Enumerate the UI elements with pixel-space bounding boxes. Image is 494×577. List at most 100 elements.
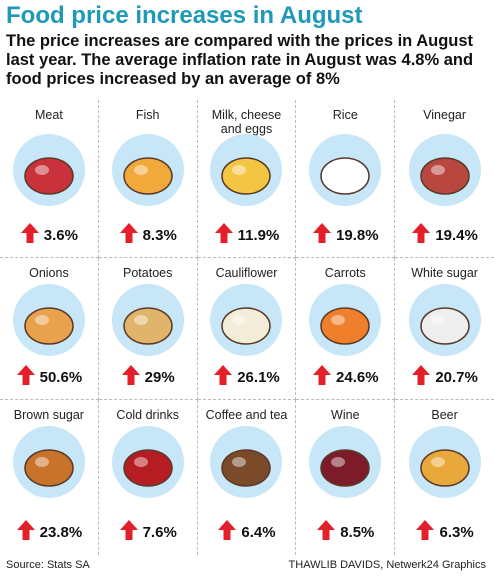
item-label: Cauliflower (215, 266, 278, 280)
item-cell: Carrots 24.6% (296, 258, 396, 400)
icon-food (320, 307, 371, 345)
item-icon (210, 284, 283, 356)
item-icon (408, 134, 481, 206)
up-arrow (313, 365, 332, 385)
icon-highlight (34, 315, 49, 325)
item-icon (309, 426, 382, 498)
item-cell: Wine 8.5% (296, 400, 396, 555)
item-label: Coffee and tea (205, 408, 288, 422)
icon-food (419, 307, 470, 345)
icon-highlight (34, 457, 49, 467)
item-icon (12, 426, 85, 498)
item-change: 3.6% (0, 222, 98, 244)
item-change: 6.4% (198, 519, 296, 541)
icon-food (221, 449, 272, 487)
item-cell: Meat 3.6% (0, 100, 99, 258)
icon-highlight (430, 315, 445, 325)
item-cell: Potatoes 29% (98, 258, 198, 400)
credit: THAWLIB DAVIDS, Netwerk24 Graphics (288, 559, 486, 571)
item-icon (309, 134, 382, 206)
item-label: Beer (431, 408, 458, 422)
icon-food (24, 157, 74, 195)
change-value: 26.1% (237, 369, 280, 386)
up-arrow (412, 223, 431, 243)
icon-highlight (34, 165, 49, 175)
item-icon (210, 134, 283, 206)
change-value: 7.6% (142, 524, 177, 541)
item-label: Cold drinks (116, 408, 179, 422)
icon-food (122, 307, 173, 345)
item-label: White sugar (411, 266, 478, 280)
item-icon (408, 284, 481, 356)
item-cell: White sugar 20.7% (395, 258, 494, 400)
item-cell: Beer 6.3% (395, 400, 494, 555)
icon-highlight (331, 457, 346, 467)
change-value: 20.7% (435, 369, 478, 386)
icon-food (419, 449, 470, 487)
item-change: 6.3% (395, 519, 494, 541)
up-arrow (121, 365, 140, 385)
change-value: 8.3% (142, 227, 177, 244)
icon-highlight (133, 457, 148, 467)
item-cell: Cold drinks 7.6% (99, 400, 198, 555)
change-value: 29% (144, 369, 175, 386)
item-cell: Vinegar 19.4% (395, 100, 494, 258)
icon-highlight (133, 165, 148, 175)
icon-food (221, 307, 272, 345)
icon-highlight (232, 315, 247, 325)
item-label: Rice (332, 108, 358, 122)
icon-highlight (331, 315, 346, 325)
subtitle: The price increases are compared with th… (6, 32, 474, 88)
icon-highlight (232, 457, 247, 467)
item-change: 7.6% (99, 519, 197, 541)
icon-food (320, 449, 371, 487)
up-arrow (119, 520, 138, 540)
item-label: Potatoes (123, 266, 173, 280)
item-label: Wine (331, 408, 360, 422)
icon-food (320, 157, 371, 195)
item-change: 8.3% (99, 222, 197, 244)
up-arrow (214, 365, 233, 385)
up-arrow (119, 223, 138, 243)
item-change: 29% (99, 364, 197, 386)
change-value: 19.4% (435, 227, 478, 244)
up-arrow (16, 365, 35, 385)
icon-food (122, 449, 173, 487)
icon-highlight (331, 165, 346, 175)
up-arrow (214, 223, 233, 243)
item-change: 19.4% (395, 222, 494, 244)
up-arrow (20, 223, 39, 243)
item-cell: Onions 50.6% (0, 258, 99, 400)
item-change: 50.6% (0, 364, 98, 386)
icon-food (24, 307, 74, 345)
item-change: 20.7% (395, 364, 494, 386)
item-label: Milk, cheese and eggs (211, 108, 282, 136)
item-icon (309, 284, 382, 356)
item-icon (12, 134, 85, 206)
item-label: Fish (135, 108, 160, 122)
item-label: Meat (35, 108, 63, 122)
up-arrow (16, 520, 35, 540)
item-icon (111, 134, 184, 206)
source: Source: Stats SA (6, 559, 90, 571)
item-change: 23.8% (0, 519, 98, 541)
item-icon (12, 284, 85, 356)
up-arrow (313, 223, 332, 243)
item-cell: Coffee and tea 6.4% (198, 400, 297, 555)
icon-highlight (430, 457, 445, 467)
item-change: 19.8% (296, 222, 394, 244)
item-change: 24.6% (296, 364, 394, 386)
up-arrow (412, 365, 431, 385)
change-value: 6.3% (439, 524, 474, 541)
item-label: Vinegar (423, 108, 467, 122)
up-arrow (218, 520, 237, 540)
item-icon (210, 426, 283, 498)
item-cell: Rice 19.8% (296, 100, 396, 258)
title: Food price increases in August (6, 2, 363, 29)
item-icon (408, 426, 481, 498)
item-icon (111, 426, 184, 498)
icon-food (221, 157, 272, 195)
item-label: Carrots (324, 266, 366, 280)
item-change: 11.9% (198, 222, 296, 244)
